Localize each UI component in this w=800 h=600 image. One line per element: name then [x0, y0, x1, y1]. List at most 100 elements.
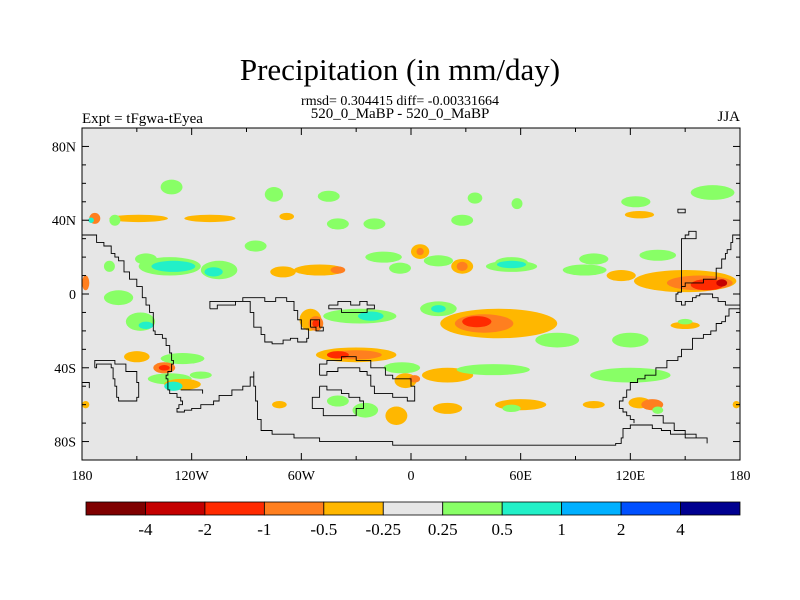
contour-region	[158, 365, 170, 371]
colorbar-swatch	[382, 501, 444, 516]
contour-region	[416, 247, 424, 256]
contour-region	[312, 319, 320, 328]
colorbar-label: -4	[138, 520, 153, 539]
contour-region	[502, 404, 521, 413]
contour-region	[456, 364, 530, 376]
contour-region	[204, 267, 223, 277]
coastline	[319, 356, 416, 402]
coastline	[675, 234, 740, 309]
colorbar-swatch	[323, 501, 384, 516]
colorbar-label: -2	[198, 520, 212, 539]
contour-region	[357, 311, 384, 321]
case-subtitle: 520_0_MaBP - 520_0_MaBP	[310, 106, 490, 122]
land-outlines	[82, 208, 740, 446]
experiment-label: Expt = tFgwa-tEyea	[82, 111, 203, 127]
x-tick-label: 120W	[175, 469, 210, 484]
coastline	[652, 415, 697, 438]
contour-region	[103, 290, 134, 306]
contour-region	[467, 192, 483, 204]
contour-regions	[82, 179, 740, 425]
axis-ticks: 180 120W 60W 0 60E 120E 180 80N 40N 0 40S 80S	[52, 127, 751, 484]
coastline	[677, 208, 686, 214]
contour-region	[82, 275, 90, 291]
contour-region	[326, 218, 349, 230]
contour-region	[124, 351, 150, 363]
contour-region	[606, 270, 636, 282]
x-tick-label: 180	[72, 469, 93, 484]
colorbar: -4 -2 -1 -0.5 -0.25 0.25 0.5 1 2 4	[85, 501, 741, 539]
colorbar-swatch	[501, 501, 563, 516]
coastline	[311, 385, 364, 417]
contour-region	[244, 240, 267, 252]
x-tick-label: 60W	[288, 469, 316, 484]
contour-region	[496, 260, 527, 269]
colorbar-swatch	[620, 501, 681, 516]
contour-region	[716, 279, 728, 287]
contour-region	[621, 196, 651, 208]
colorbar-swatch	[204, 501, 265, 516]
contour-region	[326, 351, 349, 359]
contour-region	[431, 305, 446, 313]
contour-region	[264, 187, 284, 202]
contour-region	[160, 179, 183, 195]
contour-region	[103, 260, 115, 272]
contour-region	[432, 402, 463, 414]
contour-region	[462, 316, 492, 328]
plot-background	[82, 128, 740, 460]
contour-region	[389, 262, 411, 274]
contour-region	[330, 266, 346, 274]
contour-region	[385, 406, 408, 425]
stats-line: rmsd= 0.304415 diff= -0.00331664	[301, 94, 499, 109]
contour-region	[109, 214, 121, 226]
colorbar-label: -0.5	[310, 520, 337, 539]
y-tick-label: 80S	[54, 436, 76, 451]
colorbar-label: -1	[257, 520, 271, 539]
colorbar-swatch	[263, 501, 325, 516]
contour-region	[582, 400, 605, 409]
x-tick-label: 180	[730, 469, 751, 484]
contour-region	[690, 279, 724, 291]
x-tick-label: 60E	[509, 469, 532, 484]
contour-region	[184, 214, 236, 223]
coastline	[681, 230, 697, 291]
contour-region	[451, 214, 474, 226]
season-label: JJA	[717, 109, 740, 125]
y-tick-label: 0	[69, 288, 76, 303]
contour-region	[590, 367, 671, 383]
coastline	[209, 297, 310, 345]
contour-region	[579, 253, 609, 265]
colorbar-label: -0.25	[366, 520, 401, 539]
y-tick-label: 40N	[52, 214, 76, 229]
contour-region	[690, 185, 735, 200]
contour-region	[151, 260, 196, 272]
contour-region	[270, 266, 296, 278]
contour-region	[535, 332, 580, 348]
contour-region	[612, 332, 649, 348]
x-tick-label: 0	[408, 469, 415, 484]
contour-region	[294, 264, 346, 276]
contour-region	[456, 261, 468, 271]
colorbar-label: 0.25	[428, 520, 458, 539]
contour-region	[639, 249, 677, 261]
y-tick-label: 80N	[52, 140, 76, 155]
contour-region	[160, 353, 205, 365]
contour-region	[109, 214, 168, 223]
x-tick-label: 120E	[616, 469, 646, 484]
coastline	[82, 234, 708, 446]
colorbar-label: 2	[617, 520, 626, 539]
contour-region	[383, 362, 421, 374]
coastline	[94, 359, 140, 402]
y-tick-label: 40S	[54, 362, 76, 377]
contour-region	[272, 400, 287, 409]
contour-region	[423, 255, 454, 267]
contour-region	[279, 212, 295, 221]
contour-region	[365, 251, 402, 263]
contour-region	[189, 371, 212, 379]
contour-region	[164, 381, 183, 391]
contour-region	[138, 321, 154, 330]
contour-region	[326, 395, 349, 407]
contour-region	[624, 211, 655, 219]
coastline	[328, 300, 375, 313]
colorbar-swatch	[442, 501, 503, 516]
